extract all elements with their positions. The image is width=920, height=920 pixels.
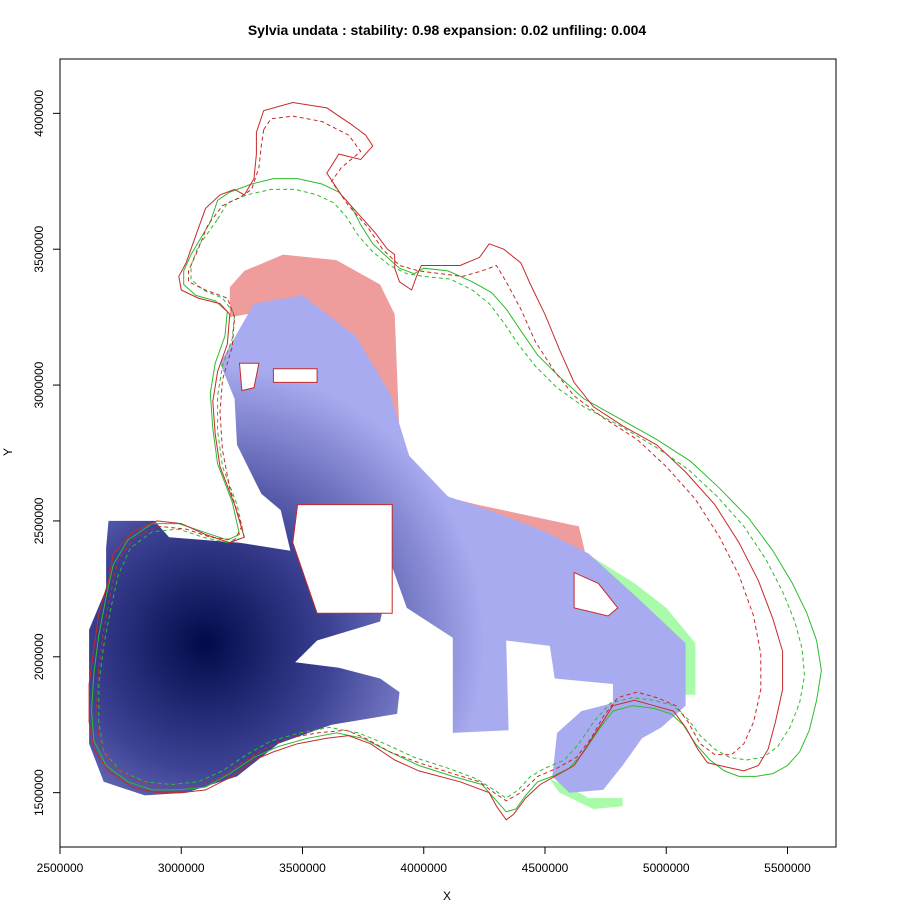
- x-tick-label: 5500000: [764, 861, 811, 875]
- plot-area: [70, 54, 844, 821]
- plot-frame: [59, 58, 837, 848]
- chart-title: Sylvia undata : stability: 0.98 expansio…: [248, 22, 647, 38]
- invaded-range-contour-dashed: [98, 188, 806, 799]
- y-tick-label: 3000000: [32, 361, 46, 408]
- x-tick-label: 3500000: [279, 861, 326, 875]
- y-axis: 1500000 2000000 2500000 3000000 3500000 40000…: [32, 90, 60, 816]
- x-tick-label: 4500000: [522, 861, 569, 875]
- x-tick-label: 3000000: [158, 861, 205, 875]
- hole-region: [272, 368, 318, 383]
- x-axis: 2500000 3000000 3500000 4000000 4500000 50000…: [37, 847, 811, 875]
- y-tick-label: 1500000: [32, 769, 46, 816]
- y-tick-label: 2500000: [32, 497, 46, 544]
- y-tick-label: 3500000: [32, 226, 46, 273]
- x-axis-label: X: [443, 889, 451, 903]
- hole-region: [238, 362, 260, 392]
- x-tick-label: 4000000: [400, 861, 447, 875]
- y-tick-label: 4000000: [32, 90, 46, 137]
- hole-region: [573, 571, 619, 617]
- native-range-contour-dashed: [95, 115, 762, 802]
- x-tick-label: 5000000: [643, 861, 690, 875]
- y-tick-label: 2000000: [32, 633, 46, 680]
- hole-region: [292, 504, 393, 614]
- expansion-region: [549, 779, 623, 809]
- invaded-range-contour: [90, 178, 822, 813]
- x-tick-label: 2500000: [37, 861, 84, 875]
- mask-band: [70, 54, 844, 141]
- y-axis-label: Y: [1, 448, 15, 456]
- native-range-contour: [88, 101, 784, 821]
